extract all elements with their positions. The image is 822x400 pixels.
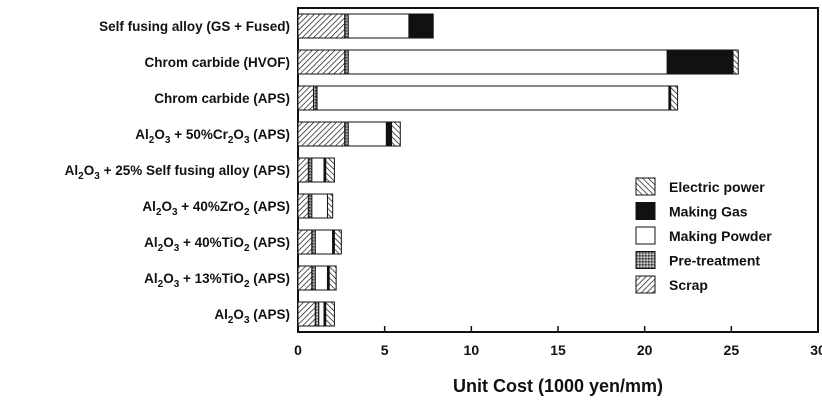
bars-group: [297, 13, 739, 327]
x-tick-label: 15: [550, 342, 566, 358]
bar-segment-electric-power: [670, 85, 679, 111]
category-label: Al2O3 + 40%TiO2 (APS): [144, 235, 290, 254]
bar-segment-pre-treatment: [344, 13, 349, 39]
legend: Electric power Making Gas Making Powder Pre…: [635, 177, 772, 294]
bar-segment-scrap: [297, 265, 313, 291]
bar-segment-making-powder: [347, 13, 410, 39]
bar-segment-pre-treatment: [307, 157, 313, 183]
legend-label-making-gas: Making Gas: [669, 204, 748, 220]
x-tick-label: 0: [294, 342, 302, 358]
bar-segment-electric-power: [328, 265, 337, 291]
legend-label-electric-power: Electric power: [669, 179, 765, 195]
legend-label-making-powder: Making Powder: [669, 228, 772, 244]
bar-segment-pre-treatment: [344, 49, 349, 75]
category-label: Chrom carbide (HVOF): [144, 55, 290, 70]
bar-segment-making-powder: [316, 85, 670, 111]
bar-segment-electric-power: [732, 49, 739, 75]
x-tick-label: 5: [381, 342, 389, 358]
bar-segment-making-gas: [385, 121, 393, 147]
bar-segment-pre-treatment: [311, 229, 316, 255]
bar-segment-scrap: [297, 85, 315, 111]
x-axis-ticks: 0 5 10 15 20 25 30: [294, 326, 822, 358]
legend-swatch-making-gas: [635, 202, 656, 220]
legend-label-scrap: Scrap: [669, 277, 708, 293]
legend-swatch-electric-power: [635, 177, 656, 196]
x-tick-label: 10: [464, 342, 480, 358]
bar-segment-making-powder: [311, 193, 328, 219]
x-axis-title: Unit Cost (1000 yen/mm): [453, 376, 663, 396]
bar-segment-electric-power: [325, 157, 335, 183]
bar-segment-scrap: [297, 49, 346, 75]
category-label: Chrom carbide (APS): [154, 91, 290, 106]
bar-segment-making-powder: [314, 265, 328, 291]
bar-segment-electric-power: [326, 193, 334, 219]
category-label: Al2O3 + 25% Self fusing alloy (APS): [65, 163, 290, 182]
category-label: Al2O3 + 50%Cr2O3 (APS): [135, 127, 290, 146]
bar-segment-electric-power: [325, 301, 335, 327]
bar-segment-making-gas: [408, 13, 434, 39]
legend-swatch-making-powder: [635, 226, 656, 245]
x-tick-label: 25: [724, 342, 740, 358]
legend-swatch-pre-treatment: [635, 251, 656, 269]
x-tick-label: 20: [637, 342, 653, 358]
category-labels: Self fusing alloy (GS + Fused) Chrom carb…: [65, 19, 290, 326]
bar-segment-scrap: [297, 229, 313, 255]
legend-label-pre-treatment: Pre-treatment: [669, 253, 760, 269]
x-tick-label: 30: [810, 342, 822, 358]
bar-segment-scrap: [297, 121, 346, 147]
bar-segment-pre-treatment: [311, 265, 316, 291]
category-label: Self fusing alloy (GS + Fused): [99, 19, 290, 34]
legend-swatch-scrap: [635, 275, 656, 294]
bar-segment-making-powder: [318, 301, 325, 327]
category-label: Al2O3 + 13%TiO2 (APS): [144, 271, 290, 290]
bar-segment-pre-treatment: [344, 121, 349, 147]
bar-segment-making-powder: [314, 229, 334, 255]
bar-segment-pre-treatment: [314, 301, 320, 327]
bar-segment-scrap: [297, 13, 346, 39]
bar-segment-making-powder: [311, 157, 325, 183]
bar-segment-pre-treatment: [313, 85, 318, 111]
bar-segment-scrap: [297, 193, 309, 219]
bar-segment-electric-power: [333, 229, 342, 255]
bar-segment-scrap: [297, 157, 309, 183]
bar-segment-pre-treatment: [307, 193, 313, 219]
bar-segment-making-powder: [347, 121, 387, 147]
category-label: Al2O3 + 40%ZrO2 (APS): [142, 199, 290, 218]
bar-segment-electric-power: [391, 121, 401, 147]
bar-segment-scrap: [297, 301, 316, 327]
category-label: Al2O3 (APS): [214, 307, 290, 326]
bar-segment-making-gas: [666, 49, 734, 75]
bar-segment-making-powder: [347, 49, 668, 75]
